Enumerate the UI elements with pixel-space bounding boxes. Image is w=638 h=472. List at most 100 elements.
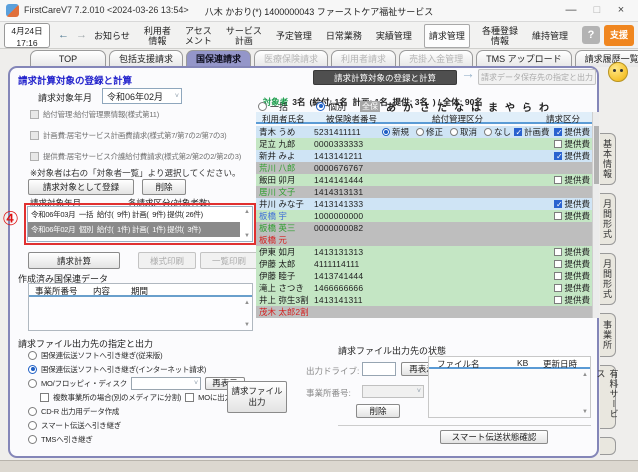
- delete-file-button[interactable]: 削除: [356, 404, 400, 418]
- output-option[interactable]: スマート伝送へ引き継ぎ: [28, 418, 263, 432]
- kana-filter[interactable]: さ: [420, 102, 431, 114]
- teikyo-checkbox[interactable]: 提供費: [554, 282, 590, 294]
- teikyo-checkbox[interactable]: 提供費: [554, 174, 590, 186]
- teikyo-checkbox[interactable]: 提供費: [554, 126, 590, 139]
- keikakuhi-checkbox-row[interactable]: 計画費:居宅サービス計画費請求(様式第7/第7の2/第7の3): [30, 130, 227, 141]
- close-button[interactable]: ×: [617, 4, 625, 16]
- minimize-button[interactable]: —: [565, 4, 577, 16]
- nav-menu-item[interactable]: 実績管理: [375, 30, 412, 41]
- kyufu-option[interactable]: 取消: [450, 126, 477, 138]
- scroll-down-icon[interactable]: ▼: [244, 233, 250, 239]
- sidebar-tab[interactable]: 有料サービス: [596, 365, 619, 429]
- form-print-button[interactable]: 様式印刷: [138, 252, 196, 269]
- kyufu-kanri-checkbox-row[interactable]: 給付管理:給付管理票情報(様式第11): [30, 109, 159, 120]
- nav-menu-item[interactable]: 予定管理: [275, 30, 312, 41]
- scroll-down-icon[interactable]: ▼: [244, 322, 250, 328]
- nav-menu-item[interactable]: お知らせ: [94, 30, 130, 41]
- output-option[interactable]: TMSへ引き継ぎ: [28, 432, 263, 446]
- list-print-button[interactable]: 一覧印刷: [200, 252, 258, 269]
- target-month-select[interactable]: 令和06年02月 ˅: [102, 88, 182, 104]
- kana-filter[interactable]: た: [437, 102, 448, 114]
- billing-target-row[interactable]: 令和06年03月 一括 給付( 9件) 計画( 9件) 提供( 26件): [31, 210, 203, 219]
- step1-register-calc-button[interactable]: 請求計算対象の登録と計算: [313, 70, 457, 85]
- delete-target-button[interactable]: 削除: [142, 179, 186, 195]
- maximize-button[interactable]: □: [593, 4, 601, 16]
- teikyo-checkbox[interactable]: 提供費: [554, 210, 590, 222]
- register-target-button[interactable]: 請求対象として登録: [28, 179, 134, 195]
- kana-filter[interactable]: や: [505, 102, 516, 114]
- kana-filter[interactable]: な: [454, 102, 465, 114]
- tab[interactable]: 国保連請求: [186, 50, 252, 67]
- teikyo-checkbox[interactable]: 提供費: [554, 258, 590, 270]
- user-row[interactable]: 居川 文子 1414313131: [256, 186, 592, 198]
- nav-menu-item[interactable]: 各種登録 情報: [481, 25, 518, 46]
- sidebar-tab[interactable]: 事業所: [600, 313, 616, 357]
- user-row[interactable]: 青木 うめ 5231411111 新規 修正 取消 なし 計画費 提供費: [256, 126, 592, 139]
- smart-transfer-status-button[interactable]: スマート伝送状態確認: [440, 430, 548, 444]
- mode-batch-radio[interactable]: 一括: [258, 100, 288, 113]
- checkbox-icon[interactable]: [40, 392, 49, 402]
- back-arrow-icon[interactable]: ←: [58, 29, 69, 41]
- tab[interactable]: TMS アップロード: [476, 50, 572, 67]
- mode-individual-radio[interactable]: 個別: [316, 100, 346, 113]
- output-option[interactable]: 国保連伝送ソフトへ引き継ぎ(従来版): [28, 348, 263, 362]
- user-row[interactable]: 板橋 宇 1000000000 提供費: [256, 210, 592, 222]
- kyufu-option[interactable]: 新規: [382, 126, 409, 138]
- kana-filter[interactable]: ま: [488, 102, 499, 114]
- keikaku-checkbox[interactable]: 計画費: [513, 126, 549, 139]
- tab[interactable]: 医療保険請求: [254, 50, 329, 67]
- teikyo-checkbox[interactable]: 提供費: [554, 270, 590, 282]
- user-row[interactable]: 伊藤 太郎 4111114111 提供費: [256, 258, 592, 270]
- forward-arrow-icon[interactable]: →: [76, 29, 87, 41]
- user-row[interactable]: 板橋 元: [256, 234, 592, 246]
- calculate-billing-button[interactable]: 請求計算: [28, 252, 120, 269]
- nav-menu-item[interactable]: サービス 計画: [225, 25, 262, 46]
- media-select[interactable]: ˅: [131, 376, 202, 390]
- sidebar-tab[interactable]: 基本情報: [600, 133, 616, 185]
- file-output-button[interactable]: 請求ファイル出力: [227, 381, 287, 413]
- sidebar-tab-empty[interactable]: [600, 437, 616, 455]
- all-insured-button[interactable]: 全保: [360, 100, 381, 112]
- nav-menu-item[interactable]: 日常業務: [325, 30, 362, 41]
- kana-filter[interactable]: か: [403, 102, 414, 114]
- sidebar-tab[interactable]: 月間形式: [600, 193, 616, 245]
- user-row[interactable]: 井川 みな子 1413141333 提供費: [256, 198, 592, 211]
- teikyo-checkbox[interactable]: 提供費: [554, 198, 590, 211]
- user-row[interactable]: 井上 弥生3割 1413141311 提供費: [256, 294, 592, 306]
- nav-menu-item[interactable]: 請求管理: [423, 23, 470, 48]
- scroll-up-icon[interactable]: ▲: [244, 300, 250, 306]
- user-list-scrollbar[interactable]: [592, 112, 599, 318]
- teikyo-checkbox[interactable]: 提供費: [554, 294, 590, 306]
- tab[interactable]: 包括支援請求: [109, 50, 184, 67]
- teikyohi-checkbox-row[interactable]: 提供費:居宅サービス介護給付費請求(様式第2/第2の2/第2の3): [30, 151, 241, 162]
- kana-filter[interactable]: は: [471, 102, 482, 114]
- help-button[interactable]: ?: [582, 26, 600, 44]
- office-number-select[interactable]: ˅: [362, 385, 424, 398]
- scroll-up-icon[interactable]: ▲: [244, 209, 250, 215]
- teikyo-checkbox[interactable]: 提供費: [554, 150, 590, 163]
- user-row[interactable]: 伊藤 睦子 1413741444 提供費: [256, 270, 592, 282]
- user-row[interactable]: 荒川 八郎 0000676767: [256, 162, 592, 174]
- output-option[interactable]: CD-R 出力用データ作成: [28, 404, 263, 418]
- tab[interactable]: TOP: [30, 50, 106, 67]
- kyufu-option[interactable]: 修正: [416, 126, 443, 138]
- tab[interactable]: 請求履歴一覧: [574, 50, 638, 67]
- teikyo-checkbox[interactable]: 提供費: [554, 138, 590, 150]
- checkbox-icon[interactable]: [185, 392, 195, 402]
- user-row[interactable]: 伊東 如月 1413131313 提供費: [256, 246, 592, 258]
- tab[interactable]: 売掛入金管理: [399, 50, 474, 67]
- nav-menu-item[interactable]: 利用者 情報: [143, 25, 171, 46]
- kana-filter[interactable]: ら: [522, 102, 533, 114]
- user-row[interactable]: 飯田 卯月 1414141444 提供費: [256, 174, 592, 186]
- scrollbar-thumb[interactable]: [594, 126, 599, 184]
- user-row[interactable]: 足立 九郎 0000333333 提供費: [256, 138, 592, 150]
- output-option[interactable]: 国保連伝送ソフトへ引き継ぎ(インターネット請求): [28, 362, 263, 376]
- support-button[interactable]: 支援: [604, 25, 634, 46]
- step2-save-output-button[interactable]: 請求データ保存先の指定と出力: [478, 69, 596, 85]
- teikyo-checkbox[interactable]: 提供費: [554, 246, 590, 258]
- tab[interactable]: 利用者請求: [331, 50, 397, 67]
- output-drive-input[interactable]: [362, 362, 396, 376]
- nav-menu-item[interactable]: 維持管理: [531, 30, 568, 41]
- sidebar-tab[interactable]: 月間形式: [600, 253, 616, 305]
- kana-filter[interactable]: わ: [539, 102, 550, 114]
